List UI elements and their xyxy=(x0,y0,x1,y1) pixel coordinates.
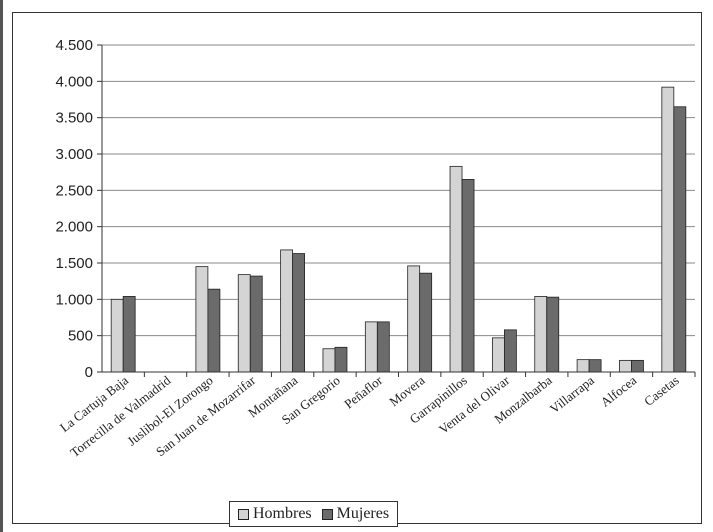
bar-mujeres xyxy=(376,321,390,373)
legend-item-hombres: Hombres xyxy=(238,505,312,523)
legend-swatch-mujeres xyxy=(321,508,333,520)
y-tick-label: 3.000 xyxy=(55,146,93,163)
legend-swatch-hombres xyxy=(238,508,249,520)
gridlines xyxy=(102,44,695,373)
bar-mujeres xyxy=(503,329,517,373)
legend-label-mujeres: Mujeres xyxy=(336,505,390,522)
bar-mujeres xyxy=(461,179,475,373)
bars xyxy=(110,86,687,373)
bar-mujeres xyxy=(249,275,263,373)
y-tick-label: 500 xyxy=(68,328,93,345)
bar-mujeres xyxy=(292,253,306,373)
x-tick-label: Peñaflor xyxy=(341,372,385,411)
y-tick-label: 2.500 xyxy=(55,182,93,199)
y-tick-label: 0 xyxy=(85,364,93,381)
x-tick-label: Alfocea xyxy=(598,372,640,409)
chart-frame xyxy=(12,12,702,524)
bar-mujeres xyxy=(419,272,433,373)
bar-mujeres xyxy=(631,359,644,373)
bar-hombres xyxy=(534,296,548,373)
x-tick-label: Casetas xyxy=(641,373,682,409)
bar-mujeres xyxy=(207,288,221,373)
bar-hombres xyxy=(364,321,378,373)
bar-mujeres xyxy=(122,296,136,373)
bar-hombres xyxy=(322,348,336,373)
bar-hombres xyxy=(449,165,463,373)
y-tick-label: 4.000 xyxy=(55,73,93,90)
y-tick-label: 1.000 xyxy=(55,291,93,308)
y-tick-label: 1.500 xyxy=(55,255,93,272)
legend-item-mujeres: Mujeres xyxy=(321,505,390,523)
bar-mujeres xyxy=(546,296,560,373)
bar-hombres xyxy=(407,265,421,373)
bar-mujeres xyxy=(334,346,348,373)
bar-hombres xyxy=(576,359,590,373)
bar-hombres xyxy=(237,274,251,373)
y-tick-label: 2.000 xyxy=(55,219,93,236)
bar-mujeres xyxy=(588,359,602,373)
bar-hombres xyxy=(619,359,632,373)
y-tick-label: 3.500 xyxy=(55,110,93,127)
legend-label-hombres: Hombres xyxy=(253,505,312,522)
left-edge-mark xyxy=(0,0,3,532)
bar-hombres xyxy=(491,337,505,373)
bar-hombres xyxy=(661,86,675,373)
legend: Hombres Mujeres xyxy=(229,501,399,527)
bar-hombres xyxy=(195,266,209,373)
bar-mujeres xyxy=(673,106,687,373)
y-axis: 0 500 1.000 1.500 2.000 2.500 3.000 3.500 4.000 4… xyxy=(55,37,103,381)
y-tick-label: 4.500 xyxy=(55,37,93,54)
bar-hombres xyxy=(280,249,294,373)
bar-hombres xyxy=(110,298,124,373)
x-tick-label: Villarrapa xyxy=(547,372,597,416)
